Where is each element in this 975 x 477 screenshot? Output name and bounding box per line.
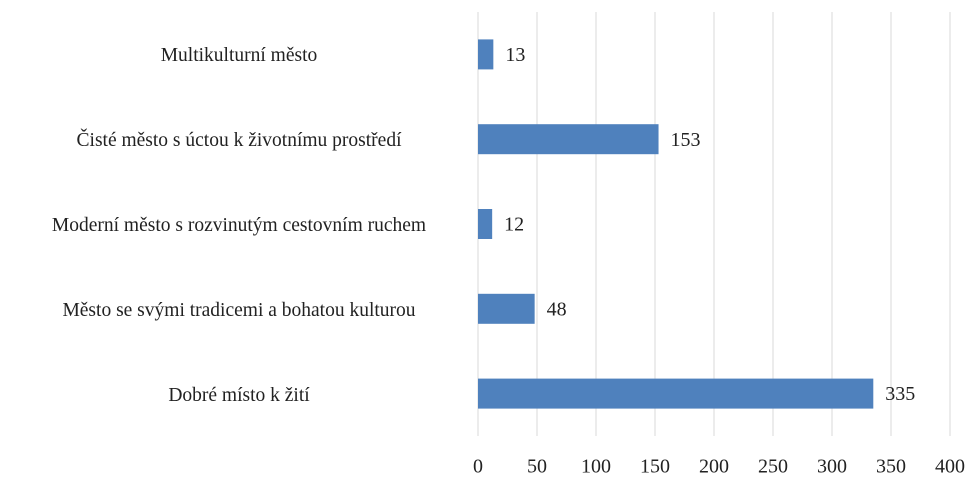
data-label: 12	[504, 214, 524, 236]
bar	[478, 209, 493, 239]
data-label: 13	[505, 44, 525, 66]
data-label: 153	[671, 129, 701, 151]
data-label: 48	[547, 298, 567, 320]
x-tick-label: 150	[640, 456, 670, 477]
bar	[478, 293, 535, 324]
x-tick-label: 100	[581, 456, 611, 477]
x-tick-label: 300	[817, 456, 847, 477]
x-tick-label: 200	[699, 456, 729, 477]
x-tick-label: 350	[876, 456, 906, 477]
y-tick-label: Město se svými tradicemi a bohatou kultu…	[62, 299, 416, 321]
x-tick-label: 0	[473, 456, 483, 477]
x-tick-label: 250	[758, 456, 788, 477]
x-tick-label: 400	[935, 456, 965, 477]
y-tick-label: Moderní město s rozvinutým cestovním ruc…	[51, 215, 427, 236]
bar	[478, 39, 494, 70]
data-label: 335	[885, 383, 915, 405]
y-tick-label: Multikulturní město	[160, 45, 318, 67]
y-tick-label: Čisté město s úctou k životnímu prostřed…	[76, 130, 402, 152]
y-tick-label: Dobré místo k žití	[168, 384, 310, 406]
x-tick-label: 50	[527, 456, 547, 477]
bar	[478, 124, 659, 155]
bar	[478, 378, 874, 409]
